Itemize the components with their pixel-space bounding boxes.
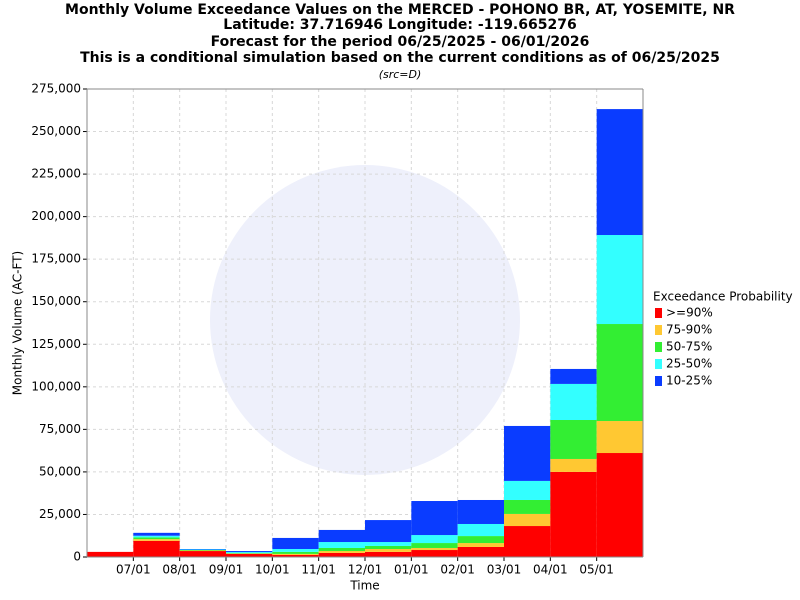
bar-segment xyxy=(550,383,597,421)
x-axis-label: Time xyxy=(349,579,379,593)
legend-swatch xyxy=(655,376,662,386)
bar-segment xyxy=(179,550,226,551)
x-tick-label: 11/01 xyxy=(301,563,336,577)
bar-segment xyxy=(133,540,180,557)
bar-segment xyxy=(365,542,412,546)
bar-segment xyxy=(318,547,365,552)
chart-title: Forecast for the period 06/25/2025 - 06/… xyxy=(211,34,590,50)
x-tick-label: 09/01 xyxy=(209,563,244,577)
bar-segment xyxy=(457,546,504,557)
x-tick-label: 03/01 xyxy=(487,563,522,577)
y-tick-label: 125,000 xyxy=(31,337,81,351)
bar-segment xyxy=(504,480,551,500)
y-tick-label: 25,000 xyxy=(39,507,81,521)
bar-segment xyxy=(596,421,643,454)
legend-swatch xyxy=(655,359,662,369)
bar-segment xyxy=(365,549,412,552)
bar-segment xyxy=(226,553,273,557)
y-tick-label: 50,000 xyxy=(39,464,81,478)
x-tick-label: 10/01 xyxy=(255,563,290,577)
bar-segment xyxy=(550,458,597,472)
legend-swatch xyxy=(655,308,662,318)
x-tick-label: 07/01 xyxy=(116,563,151,577)
bar-segment xyxy=(318,542,365,548)
legend-label: 75-90% xyxy=(666,323,712,337)
bar-segment xyxy=(133,539,180,541)
bar-segment xyxy=(550,368,597,384)
chart-title: Monthly Volume Exceedance Values on the … xyxy=(65,2,735,18)
y-axis-label: Monthly Volume (AC-FT) xyxy=(11,251,25,395)
legend-title: Exceedance Probability xyxy=(653,290,793,304)
y-tick-label: 200,000 xyxy=(31,209,81,223)
bar-segment xyxy=(272,553,319,555)
legend-label: 50-75% xyxy=(666,340,712,354)
bar-segment xyxy=(457,536,504,544)
legend-label: 10-25% xyxy=(666,374,712,388)
bar-segment xyxy=(272,549,319,552)
bar-segment xyxy=(365,520,412,543)
bar-segment xyxy=(179,549,226,551)
x-tick-label: 08/01 xyxy=(162,563,197,577)
bar-segment xyxy=(272,554,319,557)
y-tick-label: 225,000 xyxy=(31,167,81,181)
bar-segment xyxy=(504,513,551,527)
legend-label: 25-50% xyxy=(666,357,712,371)
bar-segment xyxy=(457,499,504,524)
legend-label: >=90% xyxy=(666,306,713,320)
bar-segment xyxy=(596,235,643,325)
bar-segment xyxy=(133,535,180,538)
x-tick-label: 12/01 xyxy=(348,563,383,577)
bar-segment xyxy=(133,537,180,540)
y-tick-label: 75,000 xyxy=(39,422,81,436)
bar-segment xyxy=(133,532,180,536)
bar-segment xyxy=(318,552,365,557)
y-tick-label: 250,000 xyxy=(31,124,81,138)
bar-segment xyxy=(318,529,365,543)
x-tick-label: 05/01 xyxy=(579,563,614,577)
x-tick-label: 04/01 xyxy=(533,563,568,577)
bar-segment xyxy=(411,535,458,544)
bar-segment xyxy=(596,324,643,422)
chart-title: This is a conditional simulation based o… xyxy=(80,50,720,66)
y-tick-label: 100,000 xyxy=(31,379,81,393)
bar-segment xyxy=(411,543,458,548)
bar-segment xyxy=(226,552,273,554)
bar-segment xyxy=(87,551,134,557)
bar-segment xyxy=(179,550,226,552)
x-tick-label: 02/01 xyxy=(440,563,475,577)
y-tick-label: 275,000 xyxy=(31,82,81,96)
bar-segment xyxy=(179,549,226,550)
bar-segment xyxy=(504,526,551,557)
legend-swatch xyxy=(655,342,662,352)
bar-segment xyxy=(365,551,412,557)
bar-segment xyxy=(504,425,551,481)
chart-title: Latitude: 37.716946 Longitude: -119.6652… xyxy=(223,17,576,33)
bar-segment xyxy=(365,545,412,550)
bar-segment xyxy=(179,551,226,557)
y-tick-label: 150,000 xyxy=(31,294,81,308)
y-tick-label: 175,000 xyxy=(31,252,81,266)
bar-segment xyxy=(550,471,597,557)
bar-segment xyxy=(504,499,551,514)
legend-swatch xyxy=(655,325,662,335)
bar-segment xyxy=(596,453,643,557)
bar-segment xyxy=(226,551,273,553)
bar-segment xyxy=(272,551,319,554)
subtitle: (src=D) xyxy=(379,68,422,81)
bar-segment xyxy=(411,550,458,557)
bar-segment xyxy=(411,547,458,551)
bar-segment xyxy=(457,523,504,537)
bar-segment xyxy=(411,501,458,536)
bar-segment xyxy=(457,543,504,547)
bar-segment xyxy=(596,109,643,236)
y-tick-label: 0 xyxy=(73,550,81,564)
x-tick-label: 01/01 xyxy=(394,563,429,577)
bar-segment xyxy=(226,553,273,554)
bar-segment xyxy=(318,551,365,553)
bar-segment xyxy=(550,420,597,459)
bar-segment xyxy=(272,537,319,550)
